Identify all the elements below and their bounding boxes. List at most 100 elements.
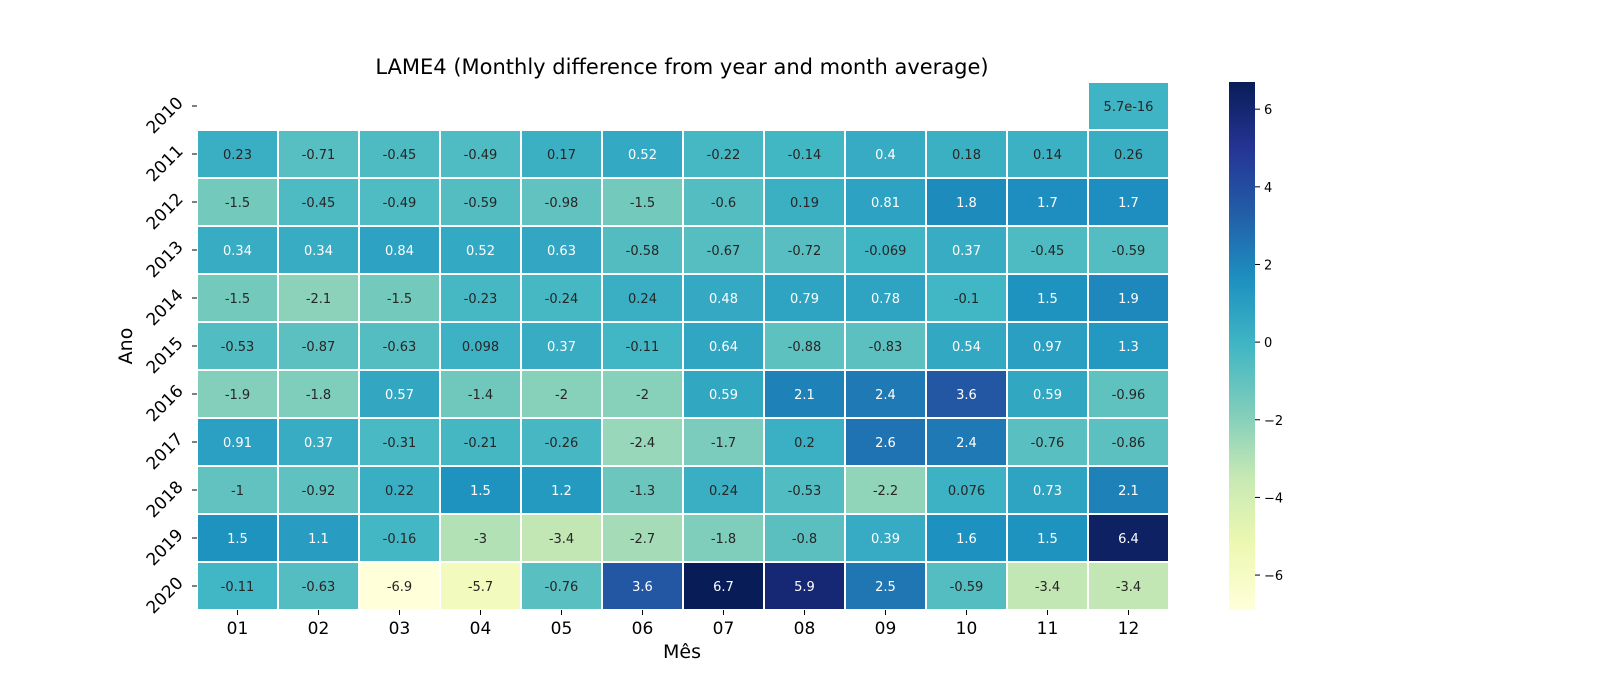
cell-value-label: 2.5: [875, 580, 896, 595]
colorbar-tick-label: 4: [1264, 181, 1272, 196]
x-tick-label: 09: [875, 619, 897, 639]
cell-value-label: -3.4: [1116, 580, 1141, 595]
cell-value-label: 1.5: [1037, 292, 1058, 307]
heatmap-cell: [520, 129, 603, 179]
cell-value-label: 3.6: [632, 580, 653, 595]
cell-value-label: 0.19: [790, 196, 819, 211]
heatmap-cell: [358, 417, 441, 467]
heatmap-cell: [601, 177, 684, 227]
cell-value-label: -2: [555, 388, 568, 403]
cell-value-label: -2.7: [630, 532, 655, 547]
heatmap-cell: [520, 321, 603, 371]
cell-value-label: -0.86: [1112, 436, 1146, 451]
cell-value-label: -1: [231, 484, 244, 499]
cell-value-label: 0.64: [709, 340, 738, 355]
cell-value-label: 0.59: [709, 388, 738, 403]
heatmap-cell: [1087, 465, 1170, 515]
cell-value-label: -0.98: [545, 196, 579, 211]
cell-value-label: 6.4: [1118, 532, 1139, 547]
cell-value-label: 3.6: [956, 388, 977, 403]
cell-value-label: 0.54: [952, 340, 981, 355]
heatmap-cell: [358, 465, 441, 515]
cell-value-label: 0.34: [304, 244, 333, 259]
heatmap-cell: [1087, 561, 1170, 611]
cell-value-label: -1.5: [225, 196, 250, 211]
cell-value-label: -0.21: [464, 436, 498, 451]
cell-value-label: -1.9: [225, 388, 250, 403]
cell-value-label: -0.72: [788, 244, 822, 259]
cell-value-label: 0.37: [547, 340, 576, 355]
heatmap-cell: [1087, 321, 1170, 371]
y-tick-label: 2012: [143, 189, 188, 234]
colorbar-tick-label: 6: [1264, 103, 1272, 118]
x-tick-label: 12: [1118, 619, 1140, 639]
cell-value-label: -0.59: [950, 580, 984, 595]
cell-value-label: 1.3: [1118, 340, 1139, 355]
cell-value-label: 0.22: [385, 484, 414, 499]
cell-value-label: 2.4: [875, 388, 896, 403]
cell-value-label: -0.67: [707, 244, 741, 259]
heatmap-cell: [682, 369, 765, 419]
chart-title: LAME4 (Monthly difference from year and …: [375, 55, 988, 79]
cell-value-label: -0.45: [302, 196, 336, 211]
colorbar-tick-label: −2: [1264, 414, 1283, 429]
x-tick-label: 10: [956, 619, 978, 639]
cell-value-label: -0.83: [869, 340, 903, 355]
heatmap-cell: [1087, 369, 1170, 419]
x-tick-label: 07: [713, 619, 735, 639]
cell-value-label: 0.17: [547, 148, 576, 163]
cell-value-label: 0.2: [794, 436, 815, 451]
heatmap-cell: [358, 561, 441, 611]
cell-value-label: -3: [474, 532, 487, 547]
heatmap-cell: [844, 177, 927, 227]
heatmap-cell: [358, 177, 441, 227]
cell-value-label: -0.22: [707, 148, 741, 163]
cell-value-label: 0.81: [871, 196, 900, 211]
cell-value-label: -1.5: [225, 292, 250, 307]
y-tick-label: 2020: [143, 573, 188, 618]
heatmap-cell: [196, 513, 279, 563]
cell-value-label: 0.84: [385, 244, 414, 259]
heatmap-cell: [844, 417, 927, 467]
cell-value-label: 0.57: [385, 388, 414, 403]
cell-value-label: -0.76: [545, 580, 579, 595]
heatmap-cell: [1006, 225, 1089, 275]
cell-value-label: 0.48: [709, 292, 738, 307]
cell-value-label: 0.4: [875, 148, 896, 163]
heatmap-cell: [1087, 273, 1170, 323]
cell-value-label: 0.37: [304, 436, 333, 451]
x-tick-label: 06: [632, 619, 654, 639]
heatmap-cell: [1087, 81, 1170, 131]
colorbar-tick-label: 0: [1264, 336, 1272, 351]
cell-value-label: -0.24: [545, 292, 579, 307]
cell-value-label: 2.1: [794, 388, 815, 403]
heatmap-cell: [601, 465, 684, 515]
cell-value-label: 5.9: [794, 580, 815, 595]
heatmap-cell: [277, 465, 360, 515]
colorbar-tick-label: −4: [1264, 491, 1283, 506]
y-axis-label: Ano: [115, 328, 137, 365]
cell-value-label: -0.59: [1112, 244, 1146, 259]
cell-value-label: -0.92: [302, 484, 336, 499]
cell-value-label: -2.2: [873, 484, 898, 499]
heatmap-cell: [763, 369, 846, 419]
cell-value-label: -0.45: [1031, 244, 1065, 259]
y-tick-label: 2011: [143, 141, 188, 186]
cell-value-label: -3.4: [549, 532, 574, 547]
heatmap-cell: [682, 177, 765, 227]
heatmap-cells: 5.7e-16 0.23 -0.71 -0.45 -0.49 0.17 0.52 -0.22 -…: [196, 81, 1170, 611]
heatmap-cell: [601, 225, 684, 275]
heatmap-cell: [439, 225, 522, 275]
x-tick-label: 02: [308, 619, 330, 639]
cell-value-label: -0.26: [545, 436, 579, 451]
heatmap-cell: [520, 273, 603, 323]
cell-value-label: -1.3: [630, 484, 655, 499]
heatmap-cell: [601, 369, 684, 419]
heatmap-cell: [601, 561, 684, 611]
cell-value-label: -1.5: [630, 196, 655, 211]
cell-value-label: 1.5: [1037, 532, 1058, 547]
heatmap-cell: [844, 129, 927, 179]
heatmap-cell: [763, 177, 846, 227]
cell-value-label: -0.11: [626, 340, 660, 355]
